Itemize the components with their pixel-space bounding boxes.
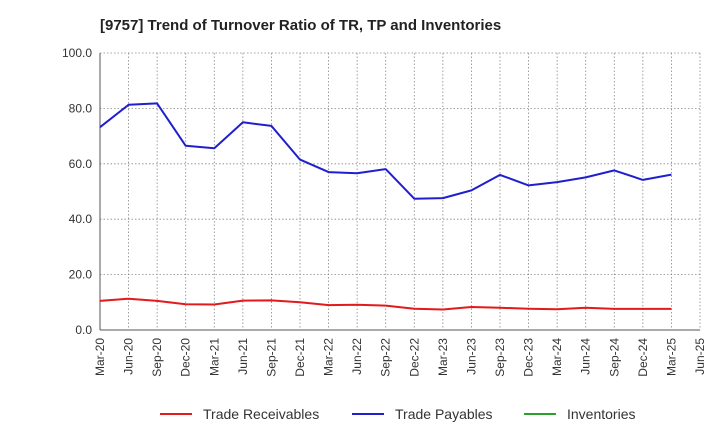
legend-label-2: Inventories <box>567 406 635 422</box>
y-tick-label: 100.0 <box>62 46 92 60</box>
y-tick-label: 20.0 <box>69 268 93 282</box>
x-tick-label: Mar-22 <box>322 338 336 376</box>
x-tick-label: Jun-21 <box>236 338 250 375</box>
series-line-1 <box>99 102 672 200</box>
x-tick-label: Mar-24 <box>550 338 564 376</box>
x-tick-label: Dec-23 <box>522 338 536 377</box>
x-tick-label: Sep-23 <box>493 338 507 377</box>
legend: Trade Receivables Trade Payables Inventori… <box>160 406 635 422</box>
series-line-0 <box>99 297 672 311</box>
legend-label-1: Trade Payables <box>395 406 493 422</box>
x-tick-label: Mar-20 <box>93 338 107 376</box>
plot-background <box>100 53 700 330</box>
y-tick-label: 40.0 <box>69 212 93 226</box>
chart-title: [9757] Trend of Turnover Ratio of TR, TP… <box>100 17 501 34</box>
x-tick-label: Sep-22 <box>379 338 393 377</box>
y-tick-label: 80.0 <box>69 101 93 115</box>
y-tick-label: 0.0 <box>75 323 92 337</box>
x-tick-label: Mar-21 <box>207 338 221 376</box>
x-tick-label: Dec-22 <box>407 338 421 377</box>
x-tick-label: Dec-20 <box>179 338 193 377</box>
x-tick-label: Jun-24 <box>579 338 593 375</box>
plot-area: 0.0 20.0 40.0 60.0 80.0 100.0 Mar-20 Jun-20 Sep-… <box>62 46 707 377</box>
x-tick-label: Sep-24 <box>607 338 621 377</box>
x-tick-label: Mar-23 <box>436 338 450 376</box>
x-tick-label: Jun-22 <box>350 338 364 375</box>
x-tick-label: Jun-25 <box>693 338 707 375</box>
x-tick-label: Dec-24 <box>636 338 650 377</box>
y-tick-label: 60.0 <box>69 157 93 171</box>
x-tick-label: Jun-20 <box>122 338 136 375</box>
x-tick-label: Mar-25 <box>664 338 678 376</box>
legend-label-0: Trade Receivables <box>203 406 319 422</box>
x-tick-label: Sep-21 <box>264 338 278 377</box>
x-tick-label: Jun-23 <box>464 338 478 375</box>
x-tick-label: Dec-21 <box>293 338 307 377</box>
x-tick-label: Sep-20 <box>150 338 164 377</box>
